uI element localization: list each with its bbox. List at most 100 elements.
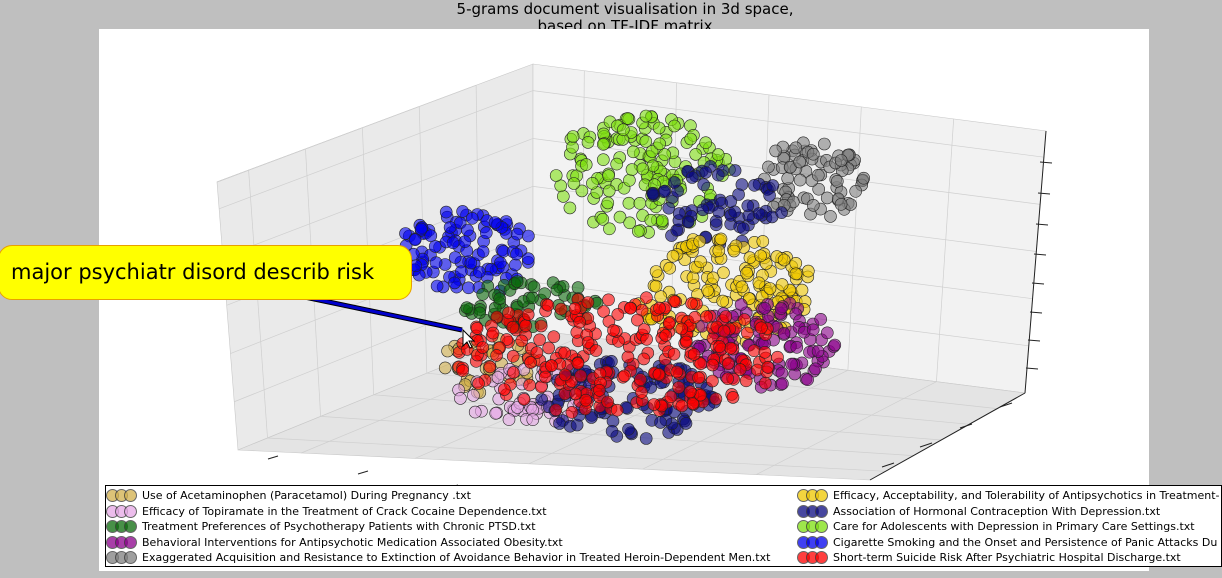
scatter-point — [655, 214, 669, 227]
scatter-point — [613, 210, 627, 224]
scatter-point — [494, 256, 507, 270]
scatter-point — [507, 366, 520, 379]
scatter-point — [472, 377, 485, 390]
scatter-point — [738, 313, 751, 326]
scatter-point — [468, 405, 482, 419]
chart-title-line-1: 5-grams document visualisation in 3d spa… — [456, 0, 794, 18]
scatter-point — [581, 296, 595, 309]
legend-marker — [106, 504, 138, 518]
scatter-point — [603, 222, 616, 236]
scatter-point — [693, 235, 707, 248]
scatter-point — [639, 135, 653, 148]
scatter-point — [640, 332, 653, 346]
scatter-point — [834, 154, 848, 167]
scatter-point — [601, 395, 615, 409]
scatter-point — [479, 226, 493, 240]
scatter-point — [761, 360, 775, 374]
legend-item: Cigarette Smoking and the Onset and Pers… — [797, 535, 1220, 551]
legend-label: Efficacy of Topiramate in the Treatment … — [142, 504, 547, 518]
legend-label: Exaggerated Acquisition and Resistance t… — [142, 551, 771, 565]
scatter-point — [685, 171, 699, 184]
scatter-point — [554, 302, 568, 316]
scatter-point — [439, 205, 453, 219]
scatter-point — [565, 405, 579, 419]
scatter-point — [476, 245, 490, 258]
scatter-point — [754, 321, 768, 335]
scatter-point — [623, 174, 636, 187]
scatter-point — [735, 280, 749, 294]
scatter-point — [488, 216, 502, 229]
scatter-point — [752, 276, 766, 290]
legend-marker — [797, 504, 829, 518]
scatter-point — [649, 279, 663, 293]
scatter-point — [622, 422, 635, 436]
scatter-point — [631, 313, 644, 327]
scatter-point — [636, 162, 650, 176]
scatter-point — [527, 280, 541, 294]
scatter-point — [667, 294, 681, 308]
scatter-point — [542, 341, 556, 355]
scatter-point — [857, 171, 871, 185]
scatter-point — [579, 158, 593, 171]
scatter-point — [721, 372, 735, 386]
legend-marker — [797, 551, 829, 565]
scatter-point — [621, 350, 635, 364]
scatter-point — [811, 168, 825, 182]
scatter-point — [526, 413, 540, 427]
legend-label: Cigarette Smoking and the Onset and Pers… — [833, 535, 1218, 549]
scatter-point — [597, 305, 610, 318]
scatter-point — [610, 403, 624, 417]
legend-label: Efficacy, Acceptability, and Tolerabilit… — [833, 489, 1220, 503]
scatter-point — [602, 184, 616, 198]
scatter-point — [733, 363, 747, 376]
scatter-point — [769, 144, 782, 158]
scatter-point — [568, 302, 582, 315]
scatter-point — [726, 391, 740, 404]
scatter-point — [579, 393, 593, 407]
scatter-point — [454, 265, 468, 278]
scatter-point — [717, 324, 731, 338]
scatter-point — [777, 326, 791, 340]
scatter-point — [521, 308, 535, 321]
scatter-point — [752, 207, 766, 220]
scatter-point — [589, 344, 603, 357]
scatter-point — [596, 138, 610, 151]
scatter-point — [709, 392, 723, 406]
scatter-point — [611, 308, 625, 321]
scatter-point — [734, 298, 748, 311]
z-axis-line — [1024, 130, 1047, 394]
scatter-point — [460, 301, 474, 315]
scatter-point — [483, 360, 497, 374]
scatter-point — [689, 148, 703, 161]
scatter-point — [806, 323, 820, 337]
gridline — [218, 90, 534, 210]
gridline — [936, 118, 955, 382]
scatter-point — [789, 267, 803, 281]
scatter-point — [635, 385, 648, 399]
scatter-point — [686, 271, 700, 284]
scatter-point — [493, 292, 507, 306]
gridline — [532, 90, 1044, 158]
scatter-point — [563, 201, 577, 215]
scatter-point — [706, 271, 720, 285]
scatter-point — [462, 281, 475, 295]
y-tick — [919, 442, 933, 448]
scatter-point — [464, 256, 478, 270]
scatter-point — [724, 341, 737, 355]
scatter-point — [637, 352, 651, 366]
scatter-point — [502, 413, 516, 426]
legend-column-left: Use of Acetaminophen (Paracetamol) Durin… — [106, 488, 770, 566]
scatter-point — [739, 374, 753, 388]
scatter-point — [658, 184, 672, 198]
scatter-point — [486, 326, 500, 340]
scatter-point — [626, 145, 640, 159]
gridline — [642, 370, 849, 470]
legend-label: Care for Adolescents with Depression in … — [833, 520, 1195, 534]
legend-marker — [106, 520, 138, 534]
scatter-point — [646, 187, 660, 201]
legend-label: Association of Hormonal Contraception Wi… — [833, 504, 1161, 518]
legend-label: Use of Acetaminophen (Paracetamol) Durin… — [142, 489, 471, 503]
scatter-point — [461, 223, 474, 237]
scatter-point — [631, 225, 645, 238]
scatter-point — [533, 333, 546, 347]
